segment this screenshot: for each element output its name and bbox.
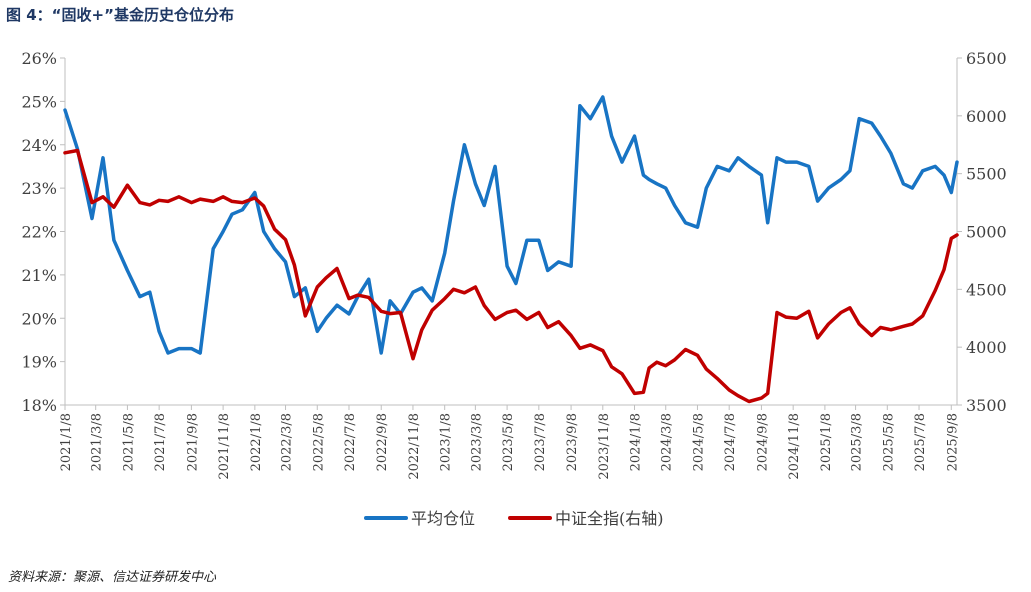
left-tick-label: 25% — [21, 92, 57, 111]
x-tick-label: 2021/11/8 — [217, 413, 232, 480]
x-tick-label: 2024/1/8 — [629, 413, 644, 471]
left-tick-label: 18% — [21, 396, 57, 415]
x-tick-label: 2024/5/8 — [691, 413, 706, 471]
x-tick-label: 2025/5/8 — [881, 413, 896, 471]
left-tick-label: 26% — [21, 49, 57, 68]
x-tick-label: 2023/11/8 — [597, 413, 612, 480]
left-tick-label: 24% — [21, 136, 57, 155]
x-tick-label: 2024/9/8 — [755, 413, 770, 471]
x-tick-label: 2025/9/8 — [945, 413, 960, 471]
x-tick-label: 2025/1/8 — [819, 413, 834, 471]
x-tick-label: 2025/7/8 — [913, 413, 928, 471]
source-note: 资料来源：聚源、信达证券研发中心 — [8, 570, 217, 585]
x-tick-label: 2023/3/8 — [469, 413, 484, 471]
left-tick-label: 23% — [21, 179, 57, 198]
chart-axes: 18% 19% 20% 21% 22% 23% 24% 25% 26% 3500 4000 4500 5… — [21, 49, 1006, 480]
chart-series — [63, 95, 959, 404]
series-line-1 — [63, 95, 959, 355]
x-tick-label: 2022/11/8 — [407, 413, 422, 480]
x-tick-label: 2021/9/8 — [185, 413, 200, 471]
right-tick-label: 4500 — [966, 280, 1007, 299]
x-tick-label: 2021/3/8 — [90, 413, 105, 471]
x-tick-label: 2025/3/8 — [850, 413, 865, 471]
legend-label-2: 中证全指(右轴) — [555, 509, 664, 528]
right-tick-label: 3500 — [966, 396, 1007, 415]
legend-label-1: 平均仓位 — [411, 509, 475, 528]
series-line-2 — [63, 148, 959, 404]
x-tick-label: 2021/5/8 — [121, 413, 136, 471]
x-tick-label: 2022/9/8 — [375, 413, 390, 471]
right-tick-label: 4000 — [966, 338, 1007, 357]
left-tick-label: 21% — [21, 266, 57, 285]
left-tick-label: 20% — [21, 309, 57, 328]
x-tick-label: 2022/3/8 — [280, 413, 295, 471]
x-tick-label: 2022/1/8 — [249, 413, 264, 471]
x-tick-label: 2023/9/8 — [565, 413, 580, 471]
right-tick-label: 5000 — [966, 223, 1007, 242]
figure-title: 图 4：“固收+”基金历史仓位分布 — [6, 6, 234, 24]
right-tick-label: 5500 — [966, 165, 1007, 184]
chart-legend: 平均仓位 中证全指(右轴) — [364, 509, 664, 528]
x-tick-label: 2021/1/8 — [59, 413, 74, 471]
right-tick-label: 6000 — [966, 107, 1007, 126]
x-tick-label: 2023/1/8 — [439, 413, 454, 471]
x-tick-label: 2023/5/8 — [501, 413, 516, 471]
left-tick-label: 19% — [21, 353, 57, 372]
left-tick-label: 22% — [21, 223, 57, 242]
x-tick-label: 2021/7/8 — [153, 413, 168, 471]
x-tick-label: 2024/3/8 — [660, 413, 675, 471]
x-tick-label: 2023/7/8 — [533, 413, 548, 471]
x-tick-label: 2024/11/8 — [787, 413, 802, 480]
x-tick-label: 2022/5/8 — [311, 413, 326, 471]
right-tick-label: 6500 — [966, 49, 1007, 68]
x-tick-label: 2024/7/8 — [723, 413, 738, 471]
x-tick-label: 2022/7/8 — [343, 413, 358, 471]
